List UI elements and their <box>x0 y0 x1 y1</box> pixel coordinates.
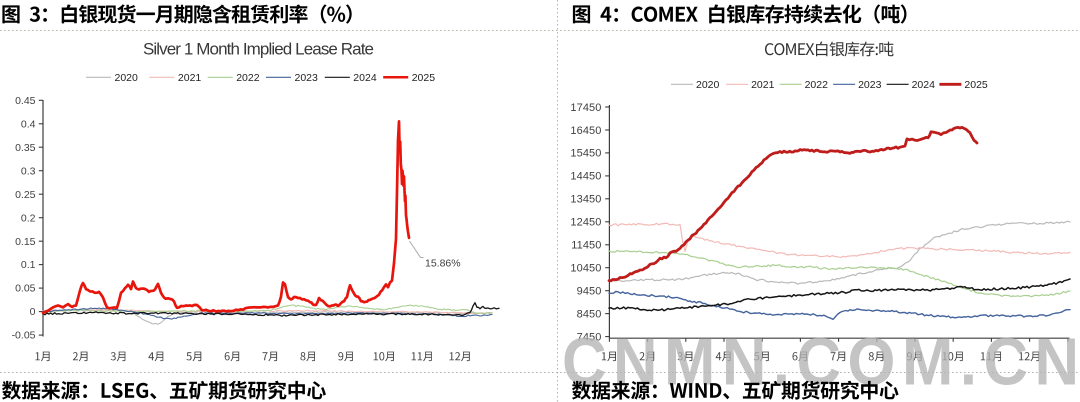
svg-text:17450: 17450 <box>570 102 601 114</box>
svg-text:16450: 16450 <box>570 125 601 137</box>
svg-text:13450: 13450 <box>570 194 601 206</box>
svg-text:14450: 14450 <box>570 171 601 183</box>
svg-text:0.15: 0.15 <box>15 236 36 248</box>
svg-text:15.86%: 15.86% <box>425 258 461 270</box>
svg-text:12450: 12450 <box>570 217 601 229</box>
svg-text:2023: 2023 <box>858 79 882 91</box>
svg-text:0.2: 0.2 <box>21 212 36 224</box>
svg-text:2024: 2024 <box>353 72 377 84</box>
svg-text:11450: 11450 <box>571 240 601 252</box>
svg-text:2024: 2024 <box>912 79 936 91</box>
svg-text:0.05: 0.05 <box>15 283 36 295</box>
svg-text:2022: 2022 <box>236 72 260 84</box>
svg-text:7450: 7450 <box>577 331 602 343</box>
svg-text:8450: 8450 <box>577 308 602 320</box>
svg-text:2021: 2021 <box>751 79 775 91</box>
svg-text:0.45: 0.45 <box>15 95 36 107</box>
svg-text:0.3: 0.3 <box>21 165 36 177</box>
svg-text:2020: 2020 <box>115 72 139 84</box>
svg-text:15450: 15450 <box>570 148 601 160</box>
svg-text:0.35: 0.35 <box>15 142 36 154</box>
svg-text:2022: 2022 <box>805 79 829 91</box>
svg-text:2021: 2021 <box>178 72 202 84</box>
svg-text:9450: 9450 <box>577 286 602 298</box>
svg-text:CNMN.COM.CN: CNMN.COM.CN <box>562 324 1079 399</box>
svg-text:10450: 10450 <box>570 263 601 275</box>
svg-text:0: 0 <box>30 306 36 318</box>
svg-text:0.25: 0.25 <box>15 189 36 201</box>
svg-text:0.1: 0.1 <box>21 259 36 271</box>
svg-text:2025: 2025 <box>412 72 436 84</box>
svg-text:2020: 2020 <box>696 79 720 91</box>
svg-text:0.4: 0.4 <box>21 118 36 130</box>
svg-text:Silver 1 Month Implied Lease R: Silver 1 Month Implied Lease Rate <box>143 40 374 59</box>
svg-text:2023: 2023 <box>295 72 319 84</box>
svg-text:-0.05: -0.05 <box>12 330 36 342</box>
svg-text:2025: 2025 <box>964 79 988 91</box>
